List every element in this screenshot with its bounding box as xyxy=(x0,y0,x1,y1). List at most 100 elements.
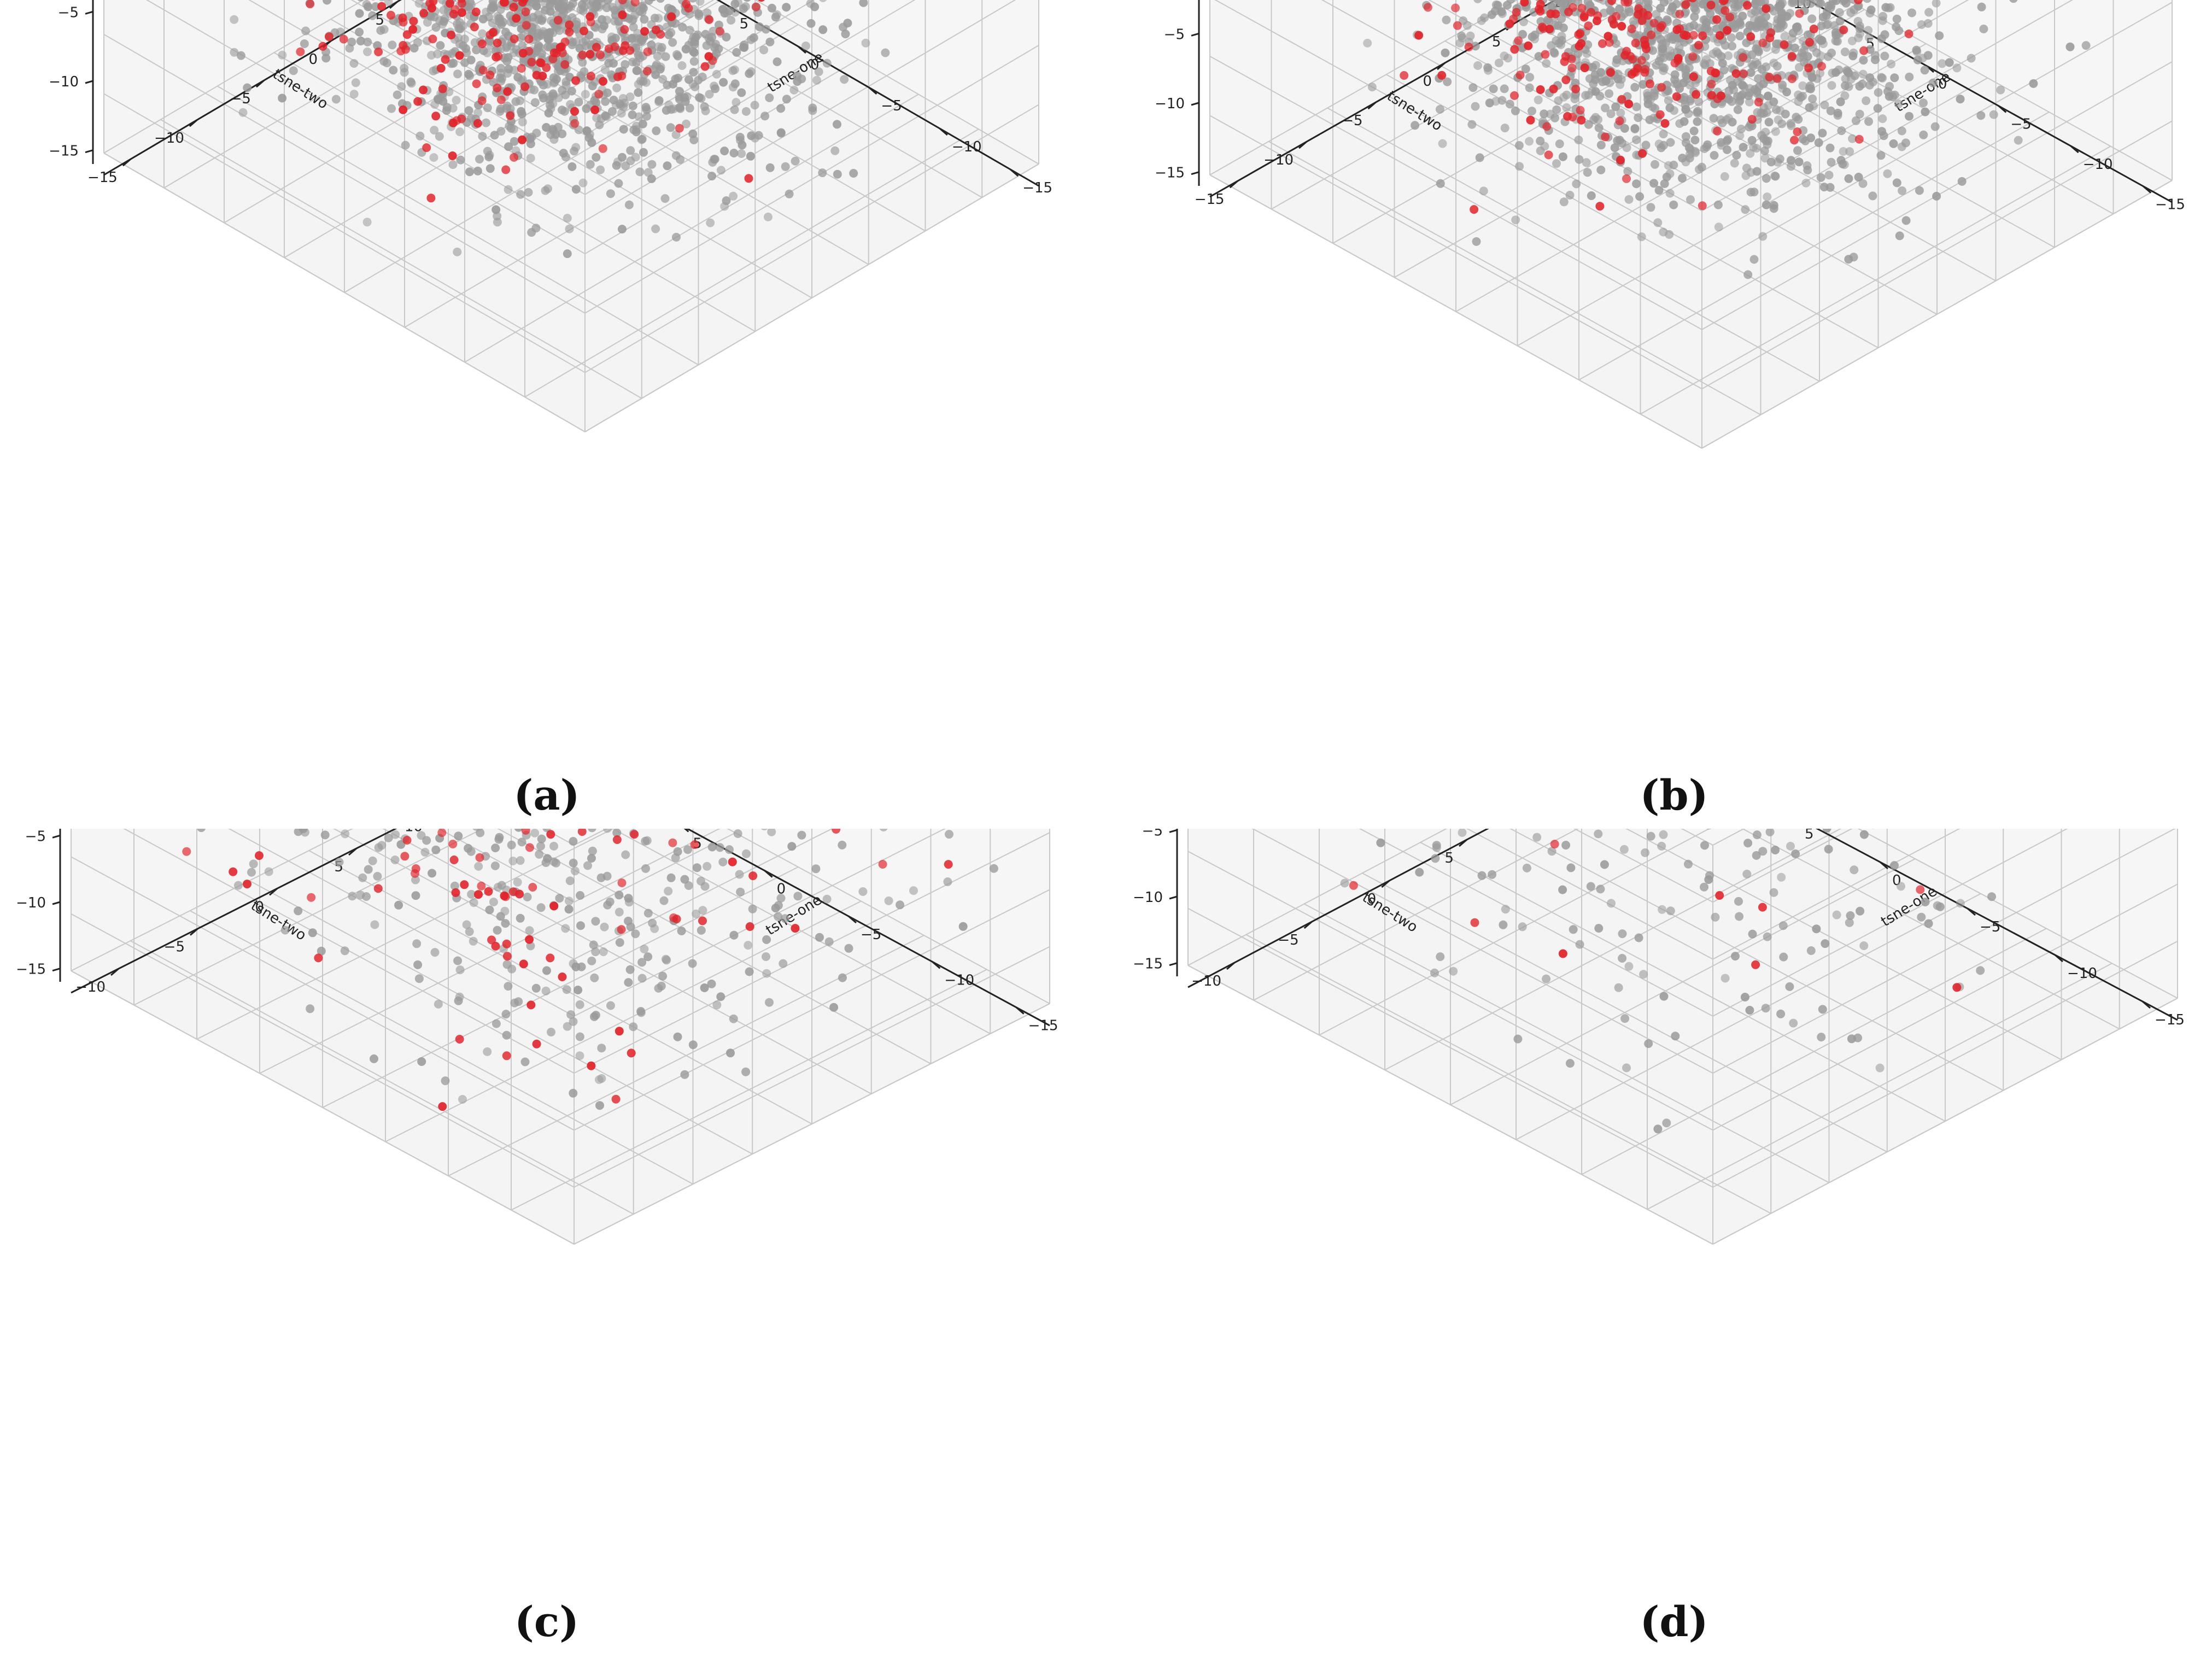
point-gray xyxy=(550,135,559,144)
point-gray xyxy=(1845,69,1853,78)
point-gray xyxy=(1835,8,1844,17)
point-gray xyxy=(289,66,298,75)
point-gray xyxy=(1587,191,1596,200)
point-red xyxy=(396,46,405,55)
point-gray xyxy=(614,179,623,188)
point-gray xyxy=(1525,73,1534,81)
point-gray xyxy=(1616,109,1625,118)
z-tick xyxy=(1191,103,1199,105)
point-gray xyxy=(740,40,748,49)
point-gray xyxy=(560,107,569,116)
point-red xyxy=(306,0,314,8)
point-red xyxy=(447,31,455,39)
point-gray xyxy=(592,153,600,162)
point-gray xyxy=(1837,126,1846,135)
point-gray xyxy=(401,141,410,150)
point-gray xyxy=(571,143,580,152)
point-gray xyxy=(532,25,541,33)
point-gray xyxy=(436,41,444,50)
point-gray xyxy=(812,76,821,85)
point-gray xyxy=(350,90,359,98)
point-red xyxy=(340,35,348,44)
point-gray xyxy=(689,68,698,77)
point-gray xyxy=(595,121,604,130)
point-gray xyxy=(639,4,648,13)
point-gray xyxy=(776,104,785,113)
point-red xyxy=(520,83,529,91)
point-gray xyxy=(565,225,574,233)
point-gray xyxy=(1795,53,1804,62)
point-gray xyxy=(759,45,768,54)
point-gray xyxy=(1559,153,1567,161)
point-gray xyxy=(676,155,684,164)
point-gray xyxy=(1678,174,1687,183)
point-gray xyxy=(1921,108,1929,116)
point-red xyxy=(506,112,514,120)
point-gray xyxy=(545,32,553,40)
point-gray xyxy=(840,75,848,84)
point-red xyxy=(470,22,479,31)
point-gray xyxy=(1695,165,1704,174)
point-gray xyxy=(1584,91,1593,99)
point-gray xyxy=(1479,186,1488,195)
z-tick-label: −5 xyxy=(1164,26,1185,43)
point-gray xyxy=(1841,48,1850,56)
point-gray xyxy=(1540,109,1548,118)
point-red xyxy=(599,77,607,86)
point-gray xyxy=(429,67,438,75)
point-gray xyxy=(1938,59,1946,68)
point-gray xyxy=(532,2,541,10)
point-gray xyxy=(782,95,791,103)
point-red xyxy=(399,106,407,114)
point-gray xyxy=(652,126,660,135)
point-gray xyxy=(629,102,637,110)
point-gray xyxy=(710,81,718,90)
point-gray xyxy=(862,39,870,48)
point-red xyxy=(709,56,717,65)
point-gray xyxy=(1528,107,1536,115)
point-gray xyxy=(1534,96,1543,104)
point-gray xyxy=(818,168,827,177)
point-gray xyxy=(524,188,533,197)
point-gray xyxy=(639,120,647,128)
point-gray xyxy=(1743,270,1752,279)
point-gray xyxy=(588,81,597,90)
point-gray xyxy=(1788,34,1796,43)
point-gray xyxy=(345,44,354,52)
point-red xyxy=(586,12,594,21)
point-gray xyxy=(482,119,490,127)
point-gray xyxy=(705,90,714,98)
point-gray xyxy=(1659,130,1668,138)
point-gray xyxy=(636,54,645,62)
x-tick-label: −15 xyxy=(1022,180,1052,196)
point-gray xyxy=(1864,117,1873,126)
point-red xyxy=(503,87,512,96)
y-tick-label: −15 xyxy=(1195,191,1225,208)
point-gray xyxy=(558,86,566,95)
point-gray xyxy=(818,25,827,34)
point-gray xyxy=(765,38,774,46)
point-gray xyxy=(639,148,648,157)
point-red xyxy=(701,62,710,71)
point-gray xyxy=(596,166,605,174)
point-gray xyxy=(332,95,341,104)
point-red xyxy=(527,58,536,67)
point-gray xyxy=(539,94,548,103)
point-gray xyxy=(695,11,704,20)
point-gray xyxy=(746,152,755,161)
point-gray xyxy=(1723,145,1731,154)
point-gray xyxy=(449,59,458,68)
point-gray xyxy=(1515,141,1524,150)
point-red xyxy=(478,39,487,48)
point-red xyxy=(501,166,510,174)
point-gray xyxy=(549,79,558,87)
point-gray xyxy=(619,94,628,103)
point-red xyxy=(682,0,690,8)
point-red xyxy=(403,30,412,39)
point-red xyxy=(457,114,466,123)
point-red xyxy=(510,34,519,43)
point-gray xyxy=(719,5,728,14)
point-gray xyxy=(393,91,402,99)
point-gray xyxy=(747,67,756,76)
z-tick xyxy=(85,81,93,83)
